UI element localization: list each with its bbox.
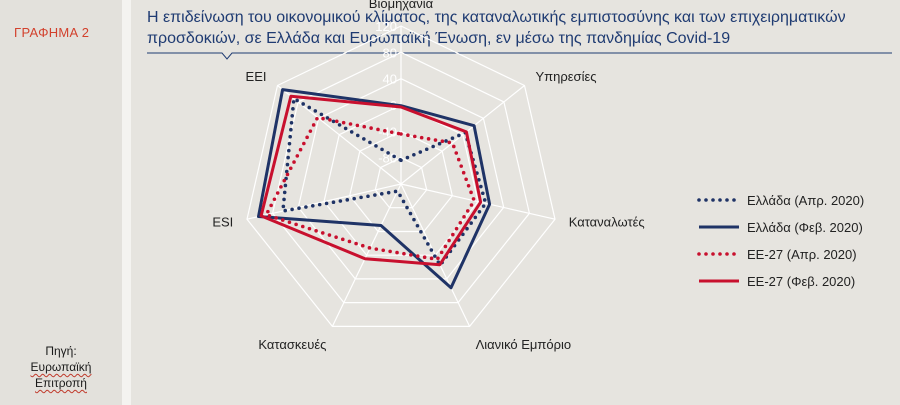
source-line-1-text: Ευρωπαϊκή	[30, 360, 92, 374]
series-line	[259, 94, 483, 267]
axis-label: Κατασκευές	[258, 337, 326, 352]
grid-spoke	[400, 183, 556, 220]
grid-ring	[323, 104, 479, 256]
panel-divider	[122, 0, 131, 405]
legend-label: Ελλάδα (Απρ. 2020)	[747, 193, 864, 208]
axis-label: ESI	[212, 214, 233, 229]
tick-label: 40	[383, 72, 397, 87]
radar-chart: 12080400-40-80ΒιομηχανίαΥπηρεσίεςΚαταναλ…	[212, 0, 864, 352]
tick-label: 120	[375, 19, 397, 34]
tick-label: -40	[378, 124, 397, 139]
source-line-2: Επιτροπή	[0, 375, 122, 391]
grid-spoke	[331, 183, 402, 327]
grid-ring	[349, 130, 453, 233]
chart-title: Η επιδείνωση του οικονομικού κλίματος, τ…	[147, 9, 846, 47]
grid-ring	[297, 78, 505, 280]
legend-label: ΕΕ-27 (Απρ. 2020)	[747, 247, 857, 262]
axis-label: Λιανικό Εμπόριο	[476, 337, 572, 352]
axis-label: Υπηρεσίες	[536, 69, 597, 84]
grid-ring	[374, 157, 428, 209]
title-rule	[147, 52, 892, 60]
axis-label: ΕΕΙ	[246, 69, 267, 84]
grid-spoke	[246, 183, 402, 220]
tick-label: -80	[378, 151, 397, 166]
legend-label: ΕΕ-27 (Φεβ. 2020)	[747, 274, 855, 289]
grid-ring	[246, 25, 556, 327]
grid-ring	[271, 51, 531, 304]
source-line-2-text: Επιτροπή	[35, 376, 87, 390]
axis-label: Βιομηχανία	[369, 0, 434, 11]
source-label: Πηγή:	[45, 344, 77, 358]
series-line	[257, 88, 492, 290]
grid-spoke	[400, 85, 525, 185]
sidebar: ΓΡΑΦΗΜΑ 2 Πηγή: Ευρωπαϊκή Επιτροπή	[0, 0, 122, 405]
source-note: Πηγή: Ευρωπαϊκή Επιτροπή	[0, 343, 122, 391]
chart-panel: Η επιδείνωση του οικονομικού κλίματος, τ…	[131, 0, 900, 405]
axis-label: Καταναλωτές	[569, 214, 645, 229]
figure-label: ΓΡΑΦΗΜΑ 2	[14, 25, 90, 40]
tick-label: 80	[383, 45, 397, 60]
legend-label: Ελλάδα (Φεβ. 2020)	[747, 220, 863, 235]
series-line	[264, 115, 477, 262]
source-line-1: Ευρωπαϊκή	[0, 359, 122, 375]
